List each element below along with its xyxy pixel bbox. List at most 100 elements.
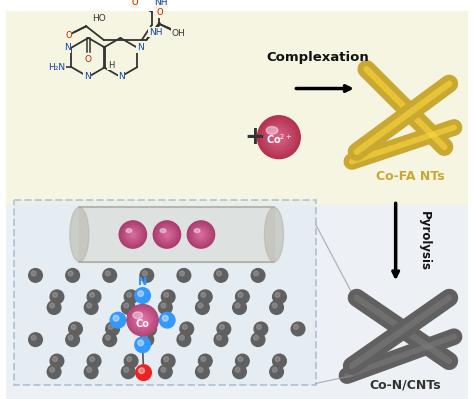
Circle shape bbox=[105, 335, 110, 340]
Bar bbox=[6, 205, 468, 399]
Text: N: N bbox=[137, 43, 144, 52]
Circle shape bbox=[160, 228, 174, 241]
Text: Complexation: Complexation bbox=[266, 51, 369, 64]
Circle shape bbox=[159, 227, 175, 242]
Circle shape bbox=[124, 290, 138, 304]
Circle shape bbox=[50, 303, 55, 308]
Circle shape bbox=[161, 290, 175, 304]
Circle shape bbox=[161, 354, 175, 368]
Circle shape bbox=[254, 322, 268, 336]
Circle shape bbox=[217, 271, 221, 276]
Circle shape bbox=[267, 126, 291, 149]
Text: Co-N/CNTs: Co-N/CNTs bbox=[370, 379, 441, 392]
Circle shape bbox=[256, 324, 261, 330]
Circle shape bbox=[198, 303, 203, 308]
Text: Pyrolysis: Pyrolysis bbox=[419, 211, 431, 271]
Circle shape bbox=[158, 365, 172, 379]
Circle shape bbox=[259, 118, 298, 157]
Circle shape bbox=[135, 337, 150, 353]
Circle shape bbox=[156, 224, 178, 245]
Circle shape bbox=[128, 230, 138, 239]
Circle shape bbox=[53, 292, 57, 297]
Circle shape bbox=[187, 221, 215, 248]
Circle shape bbox=[87, 290, 101, 304]
Circle shape bbox=[233, 301, 246, 314]
Circle shape bbox=[266, 124, 292, 150]
Circle shape bbox=[291, 322, 305, 336]
Circle shape bbox=[50, 367, 55, 372]
Circle shape bbox=[66, 269, 80, 282]
Circle shape bbox=[29, 269, 42, 282]
Circle shape bbox=[264, 122, 293, 152]
Circle shape bbox=[188, 222, 214, 247]
Circle shape bbox=[263, 122, 294, 153]
Text: H₂N: H₂N bbox=[48, 63, 66, 71]
Circle shape bbox=[261, 120, 296, 155]
Circle shape bbox=[131, 308, 154, 332]
Circle shape bbox=[159, 312, 175, 328]
Circle shape bbox=[134, 311, 151, 329]
Circle shape bbox=[122, 224, 144, 245]
Circle shape bbox=[155, 223, 179, 246]
Circle shape bbox=[271, 129, 287, 145]
Circle shape bbox=[138, 340, 144, 346]
Circle shape bbox=[191, 225, 211, 244]
Circle shape bbox=[196, 230, 206, 239]
Circle shape bbox=[236, 354, 249, 368]
Text: N: N bbox=[84, 72, 91, 81]
Circle shape bbox=[66, 333, 80, 346]
Circle shape bbox=[131, 233, 135, 237]
Circle shape bbox=[87, 303, 91, 308]
Circle shape bbox=[164, 231, 170, 237]
Text: N: N bbox=[64, 43, 71, 52]
Circle shape bbox=[87, 354, 101, 368]
Circle shape bbox=[272, 303, 277, 308]
Circle shape bbox=[201, 292, 206, 297]
Circle shape bbox=[265, 124, 292, 151]
Circle shape bbox=[194, 228, 208, 241]
Circle shape bbox=[127, 304, 158, 336]
Circle shape bbox=[130, 308, 155, 333]
Circle shape bbox=[124, 226, 142, 243]
Circle shape bbox=[68, 271, 73, 276]
Circle shape bbox=[166, 233, 168, 235]
Circle shape bbox=[47, 365, 61, 379]
Circle shape bbox=[162, 230, 172, 239]
Circle shape bbox=[274, 132, 284, 142]
Circle shape bbox=[50, 354, 64, 368]
Circle shape bbox=[69, 322, 82, 336]
Circle shape bbox=[138, 291, 144, 296]
Circle shape bbox=[177, 333, 191, 346]
Ellipse shape bbox=[133, 312, 143, 319]
Circle shape bbox=[142, 335, 147, 340]
Circle shape bbox=[217, 322, 231, 336]
Circle shape bbox=[196, 365, 209, 379]
Circle shape bbox=[199, 354, 212, 368]
Circle shape bbox=[254, 335, 258, 340]
Circle shape bbox=[71, 324, 76, 330]
Circle shape bbox=[196, 301, 209, 314]
Circle shape bbox=[121, 223, 145, 246]
Circle shape bbox=[47, 301, 61, 314]
Text: H: H bbox=[108, 61, 114, 70]
Circle shape bbox=[193, 227, 209, 242]
Circle shape bbox=[268, 126, 290, 148]
Circle shape bbox=[157, 225, 177, 244]
Circle shape bbox=[161, 229, 173, 240]
Circle shape bbox=[133, 310, 152, 330]
Circle shape bbox=[119, 221, 146, 248]
FancyBboxPatch shape bbox=[14, 200, 316, 385]
Circle shape bbox=[68, 335, 73, 340]
Text: Co$^{2+}$: Co$^{2+}$ bbox=[265, 132, 292, 146]
Circle shape bbox=[201, 357, 206, 361]
Circle shape bbox=[235, 303, 240, 308]
Circle shape bbox=[135, 312, 150, 328]
Circle shape bbox=[140, 269, 154, 282]
Circle shape bbox=[103, 269, 117, 282]
Circle shape bbox=[272, 130, 286, 144]
Circle shape bbox=[180, 271, 184, 276]
Circle shape bbox=[143, 322, 156, 336]
Circle shape bbox=[190, 224, 212, 245]
Circle shape bbox=[275, 292, 280, 297]
Circle shape bbox=[251, 333, 265, 346]
